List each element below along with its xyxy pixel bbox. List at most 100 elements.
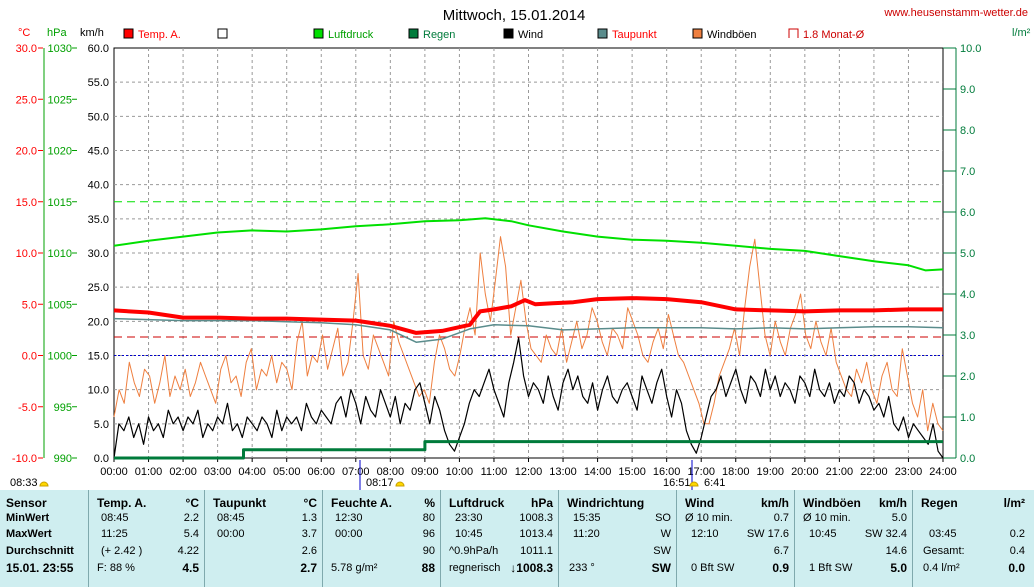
gust-min-value: 5.0 [891, 512, 907, 524]
x-tick-label: 21:00 [826, 466, 854, 478]
temp-current: 4.5 [182, 561, 199, 575]
wind-beaufort: 0 Bft SW [691, 562, 735, 574]
wind-min-time: Ø 10 min. [685, 512, 733, 524]
gust-max-time: 10:45 [809, 528, 837, 540]
x-tick-label: 22:00 [860, 466, 888, 478]
wind-max-time: 12:10 [691, 528, 719, 540]
rain-total-value: 0.4 [1009, 545, 1025, 557]
wind-series-line [113, 337, 944, 459]
pressure-axis-tick-label: 1025 [48, 94, 72, 106]
legend-label: Regen [423, 29, 455, 41]
hum-current: 88 [421, 561, 435, 575]
dew-current: 2.7 [300, 561, 317, 575]
legend-label: Luftdruck [328, 29, 374, 41]
sunset-icon [689, 481, 699, 487]
site-url[interactable]: www.heusenstamm-wetter.de [883, 7, 1028, 19]
temp-title: Temp. A. [97, 496, 147, 510]
pressure-axis-unit: hPa [47, 27, 67, 39]
wind-axis-unit: km/h [80, 27, 104, 39]
stats-col-dewpoint: Taupunkt °C 08:45 1.3 00:00 3.7 2.6 2.7 [204, 490, 323, 587]
temp-axis-tick-label: 5.0 [22, 299, 37, 311]
stats-col-gust: Windböen km/h Ø 10 min. 5.0 10:45 SW 32.… [794, 490, 913, 587]
legend-swatch [123, 28, 134, 39]
rain-axis-tick-label: 7.0 [960, 166, 975, 178]
wind-axis-tick-label: 55.0 [88, 77, 109, 89]
legend-swatch [692, 28, 703, 39]
legend-swatch [313, 28, 324, 39]
rain-axis-tick-label: 6.0 [960, 207, 975, 219]
row-label-avg: Durchschnitt [6, 545, 74, 557]
chart-grid [113, 47, 944, 459]
hum-unit: % [424, 496, 435, 510]
x-tick-label: 13:00 [549, 466, 577, 478]
hum-avg-value: 90 [422, 545, 435, 557]
x-tick-label: 17:00 [687, 466, 715, 478]
stats-col-wind: Wind km/h Ø 10 min. 0.7 12:10 SW 17.6 6.… [676, 490, 795, 587]
dir-min-time: 15:35 [573, 512, 601, 524]
legend-swatch [217, 28, 228, 39]
wind-max-value: SW 17.6 [746, 528, 789, 540]
dew-avg-value: 2.6 [301, 545, 317, 557]
dew-unit: °C [303, 496, 317, 510]
chart-axes: 30.0 25.0 20.0 15.0 10.0 5.0 0.0 -5.0 -10.0 1030 1… [12, 43, 982, 478]
legend-label: Temp. A. [138, 29, 181, 41]
dir-max-value: W [660, 528, 671, 540]
x-tick-label: 08:00 [377, 466, 405, 478]
stats-col-rain: Regen l/m² 03:45 0.2 Gesamt: 0.4 0.4 l/m… [912, 490, 1034, 587]
pressure-axis-tick-label: 1005 [48, 299, 72, 311]
dir-avg-value: SW [653, 545, 671, 557]
temp-axis-tick-label: -10.0 [12, 453, 37, 465]
legend-swatch [503, 28, 514, 39]
temp-max-value: 5.4 [183, 528, 199, 540]
wind-axis-tick-label: 25.0 [88, 282, 109, 294]
pressure-axis-tick-label: 995 [54, 402, 72, 414]
x-tick-label: 01:00 [135, 466, 163, 478]
legend-label: Wind [518, 29, 543, 41]
temp-avg-deviation: (+ 2.42 ) [101, 545, 143, 557]
stats-col-humidity: Feuchte A. % 12:30 80 00:00 96 90 5.78 g… [322, 490, 441, 587]
sunset-time-label: 16:51 [663, 477, 691, 489]
sun-icon [39, 481, 49, 487]
gust-beaufort: 1 Bft SW [809, 562, 853, 574]
x-tick-label: 11:00 [481, 466, 508, 478]
x-tick-label: 16:00 [653, 466, 681, 478]
legend-swatch [408, 28, 419, 39]
weather-chart: Mittwoch, 15.01.2014 www.heusenstamm-wet… [10, 7, 1031, 490]
dew-max-time: 00:00 [217, 528, 245, 540]
temp-axis-tick-label: 10.0 [16, 248, 37, 260]
temp-series-line [113, 296, 943, 335]
stats-col-pressure: Luftdruck hPa 23:30 1008.3 10:45 1013.4 … [440, 490, 559, 587]
x-tick-label: 03:00 [204, 466, 232, 478]
dir-degrees: 233 ° [569, 562, 595, 574]
hum-min-time: 12:30 [335, 512, 363, 524]
press-min-time: 23:30 [455, 512, 483, 524]
dew-min-time: 08:45 [217, 512, 245, 524]
row-label-sensor: Sensor [6, 496, 47, 510]
x-tick-label: 19:00 [757, 466, 785, 478]
gust-max-value: SW 32.4 [864, 528, 907, 540]
wind-axis-tick-label: 20.0 [88, 316, 109, 328]
wind-axis-tick-label: 10.0 [88, 385, 109, 397]
temp-max-time: 11:25 [101, 528, 128, 540]
hum-max-time: 00:00 [335, 528, 363, 540]
wind-axis-tick-label: 35.0 [88, 214, 109, 226]
wind-avg-value: 6.7 [773, 545, 789, 557]
wind-axis-tick-label: 15.0 [88, 351, 109, 363]
x-tick-label: 09:00 [411, 466, 439, 478]
dir-current: SW [651, 561, 671, 575]
temp-unit: °C [185, 496, 199, 510]
press-max-time: 10:45 [455, 528, 483, 540]
press-current: ↓1008.3 [510, 561, 553, 575]
rain-axis-tick-label: 4.0 [960, 289, 975, 301]
temp-axis-tick-label: 20.0 [16, 146, 37, 158]
rain-axis-tick-label: 0.0 [960, 453, 975, 465]
wind-axis-tick-label: 45.0 [88, 146, 109, 158]
pressure-axis-tick-label: 1030 [48, 43, 72, 55]
gust-avg-value: 14.6 [885, 545, 907, 557]
wind-axis-tick-label: 0.0 [94, 453, 109, 465]
press-forecast: regnerisch [449, 562, 501, 574]
rain-r1-time: 03:45 [929, 528, 957, 540]
legend-swatch [597, 28, 608, 39]
current-datetime: 15.01. 23:55 [6, 561, 74, 575]
sunrise-icon [395, 481, 405, 487]
